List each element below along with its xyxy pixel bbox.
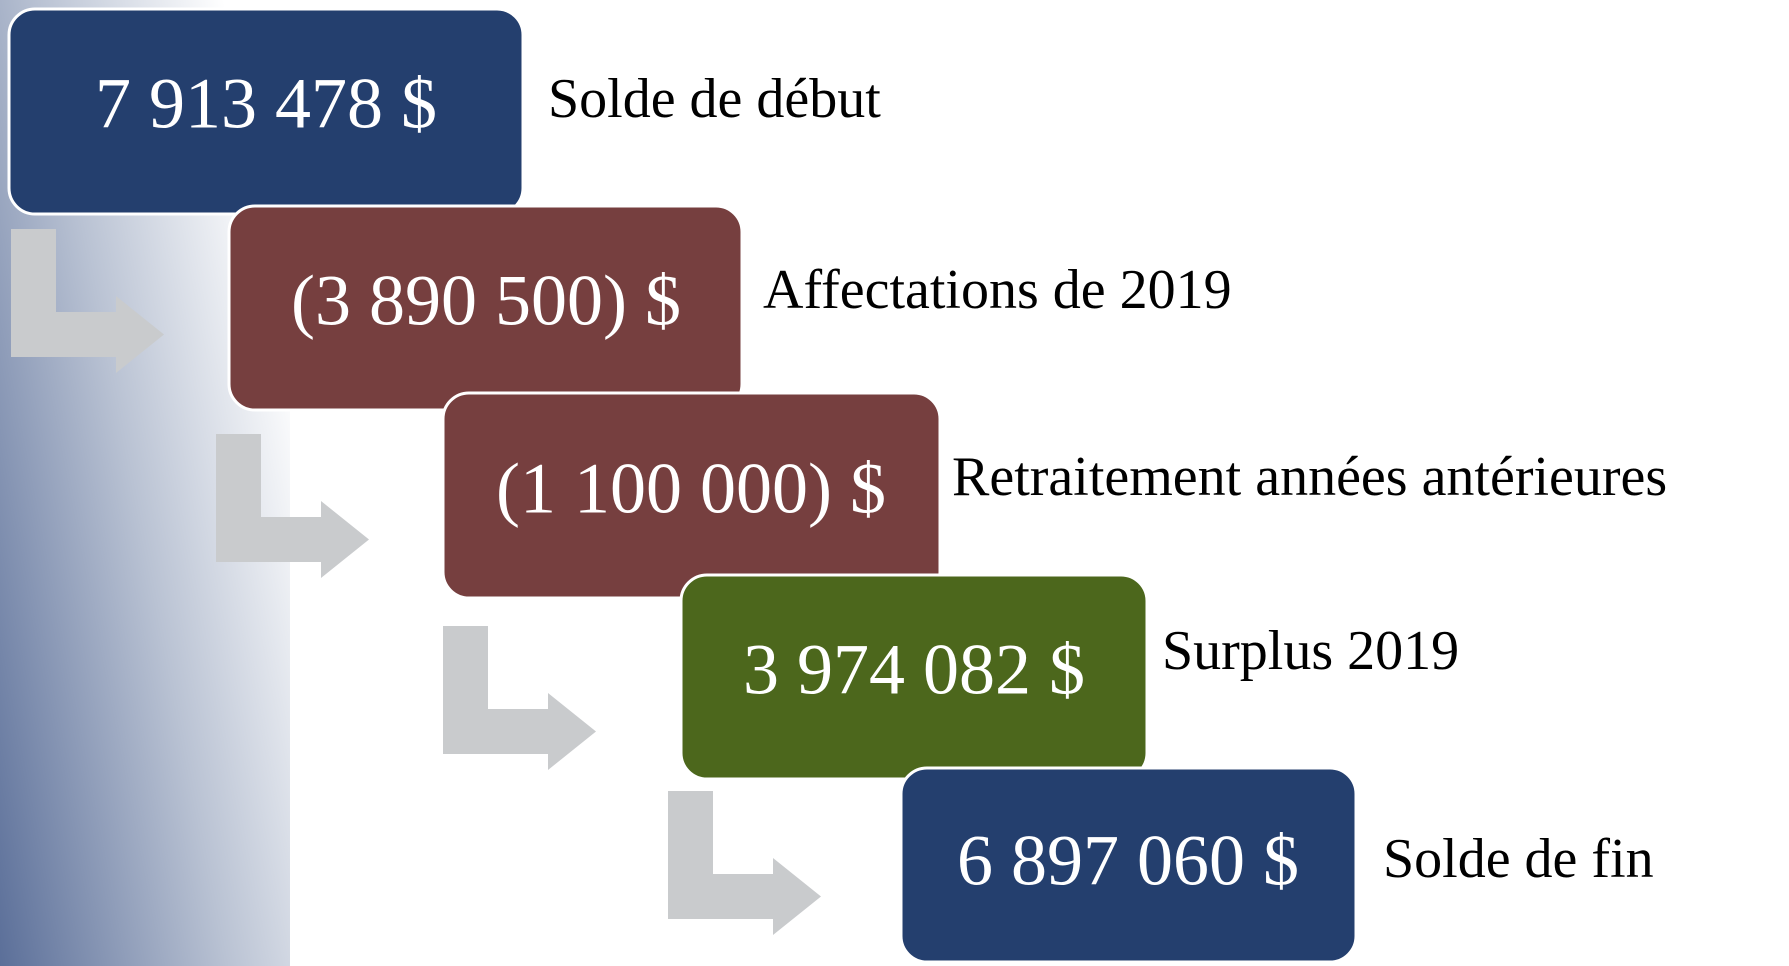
arrows xyxy=(11,229,821,935)
step-label: Solde de fin xyxy=(1383,828,1654,890)
step: 7 913 478 $ Solde de début xyxy=(7,7,881,216)
step-amount: 6 897 060 $ xyxy=(957,821,1299,901)
step-amount: 3 974 082 $ xyxy=(743,630,1085,710)
arrow xyxy=(11,229,164,373)
step-amount: (3 890 500) $ xyxy=(291,261,681,341)
step-label: Surplus 2019 xyxy=(1162,620,1459,682)
step-amount: (1 100 000) $ xyxy=(496,449,886,529)
step: (3 890 500) $ Affectations de 2019 xyxy=(227,204,1232,412)
step-label: Solde de début xyxy=(548,68,881,130)
arrow xyxy=(443,626,596,770)
step-label: Affectations de 2019 xyxy=(763,259,1232,321)
step-box xyxy=(899,766,1358,964)
step-amount: 7 913 478 $ xyxy=(95,64,437,144)
step-label: Retraitement années antérieures xyxy=(952,446,1667,508)
step: (1 100 000) $ Retraitement années antéri… xyxy=(441,391,1667,600)
arrow xyxy=(216,434,369,578)
step: 3 974 082 $ Surplus 2019 xyxy=(679,573,1459,781)
step: 6 897 060 $ Solde de fin xyxy=(899,766,1654,964)
arrow xyxy=(668,791,821,935)
